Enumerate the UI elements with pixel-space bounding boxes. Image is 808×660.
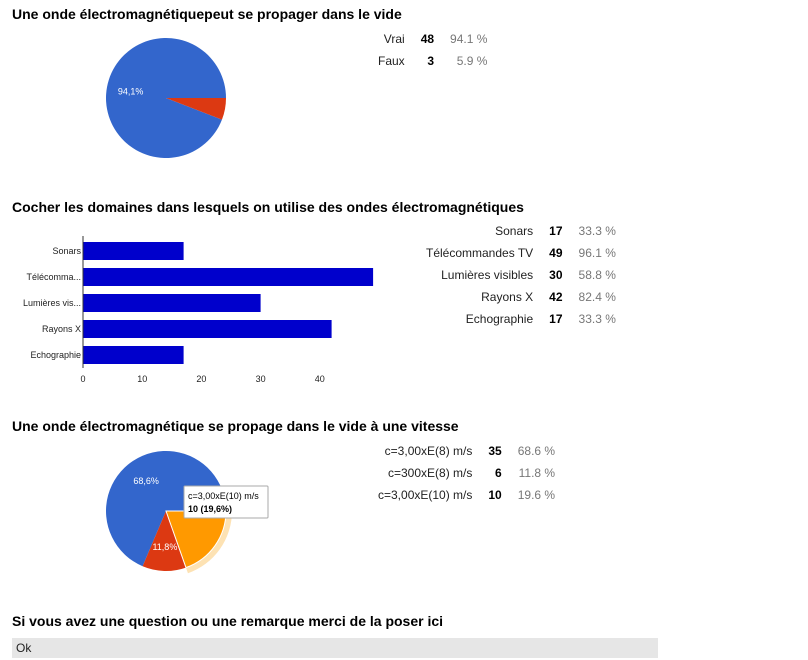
row-percent: 11.8 % [518,466,556,480]
row-label: Faux [378,54,405,68]
row-percent: 58.8 % [578,268,616,282]
bar[interactable] [83,268,374,286]
row-count: 10 [488,488,502,502]
row-percent: 5.9 % [456,54,488,68]
question-3-title: Une onde électromagnétique se propage da… [12,418,459,434]
summary-row: Lumières visibles 30 58.8 % [420,264,622,286]
pie1-slice-label: 94,1% [118,86,144,96]
pie3-slice-label: 68,6% [133,476,159,486]
pie-chart-q3: 68,6% 11,8% c=3,00xE(10) m/s 10 (19,6%) [106,450,269,574]
summary-table-q1: Vrai 48 94.1 % Faux 3 5.9 % [372,28,493,72]
tooltip-label: c=3,00xE(10) m/s [188,491,259,501]
row-label: Télécommandes TV [426,246,534,260]
pie3-slice[interactable] [142,511,186,571]
pie3-slice[interactable] [106,450,226,567]
row-count: 35 [488,444,502,458]
row-count: 6 [495,466,502,480]
question-2-title: Cocher les domaines dans lesquels on uti… [12,199,524,215]
tooltip-value: 10 (19,6%) [188,504,232,514]
pie-tooltip: c=3,00xE(10) m/s 10 (19,6%) [183,485,269,519]
question-4-title: Si vous avez une question ou une remarqu… [12,613,444,629]
row-percent: 94.1 % [450,32,488,46]
row-label: c=3,00xE(8) m/s [384,444,473,458]
category-label: Echographie [30,350,81,360]
summary-row: Vrai 48 94.1 % [372,28,493,50]
category-label: Télécomma... [26,272,81,282]
row-percent: 19.6 % [517,488,556,502]
summary-row: c=3,00xE(8) m/s 35 68.6 % [372,440,561,462]
question-1-title: Une onde électromagnétiquepeut se propag… [12,6,402,22]
summary-row: Rayons X 42 82.4 % [420,286,622,308]
x-tick-label: 10 [137,374,147,384]
category-label: Rayons X [42,324,81,334]
row-percent: 33.3 % [578,224,616,238]
x-tick-label: 40 [315,374,325,384]
tooltip-box [183,485,269,519]
answer-text: Ok [12,638,658,658]
category-label: Sonars [52,246,81,256]
row-count: 17 [549,312,563,326]
row-count: 49 [549,246,563,260]
summary-table-q2: Sonars 17 33.3 % Télécommandes TV 49 96.… [420,220,622,330]
x-tick-label: 0 [80,374,85,384]
x-tick-label: 20 [196,374,206,384]
pie3-slice-label: 11,8% [152,542,177,552]
summary-table-q3: c=3,00xE(8) m/s 35 68.6 % c=300xE(8) m/s… [372,440,561,506]
bar-chart-q2: Sonars Télécomma... Lumières vis... Rayons … [23,236,374,384]
summary-row: c=300xE(8) m/s 6 11.8 % [372,462,561,484]
bar[interactable] [83,242,184,260]
row-label: c=3,00xE(10) m/s [378,488,473,502]
summary-row: Echographie 17 33.3 % [420,308,622,330]
summary-row: Sonars 17 33.3 % [420,220,622,242]
pie1-slice[interactable] [166,98,226,120]
bar[interactable] [83,320,332,338]
row-label: Lumières visibles [441,268,534,282]
row-percent: 68.6 % [517,444,556,458]
summary-row: Télécommandes TV 49 96.1 % [420,242,622,264]
pie1-slice[interactable] [106,37,226,158]
row-count: 30 [549,268,563,282]
row-count: 42 [549,290,563,304]
bar[interactable] [83,346,184,364]
x-tick-label: 30 [256,374,266,384]
row-count: 48 [420,32,435,46]
row-label: Sonars [495,224,534,238]
row-label: Vrai [383,32,405,46]
row-count: 17 [549,224,563,238]
row-label: Rayons X [481,290,534,304]
row-percent: 96.1 % [578,246,616,260]
row-label: c=300xE(8) m/s [388,466,473,480]
category-label: Lumières vis... [23,298,81,308]
pie-chart-q1: 94,1% [106,37,226,158]
bar[interactable] [83,294,261,312]
row-percent: 33.3 % [578,312,616,326]
summary-row: c=3,00xE(10) m/s 10 19.6 % [372,484,561,506]
summary-row: Faux 3 5.9 % [372,50,493,72]
row-percent: 82.4 % [578,290,616,304]
row-count: 3 [427,54,435,68]
row-label: Echographie [465,312,534,326]
